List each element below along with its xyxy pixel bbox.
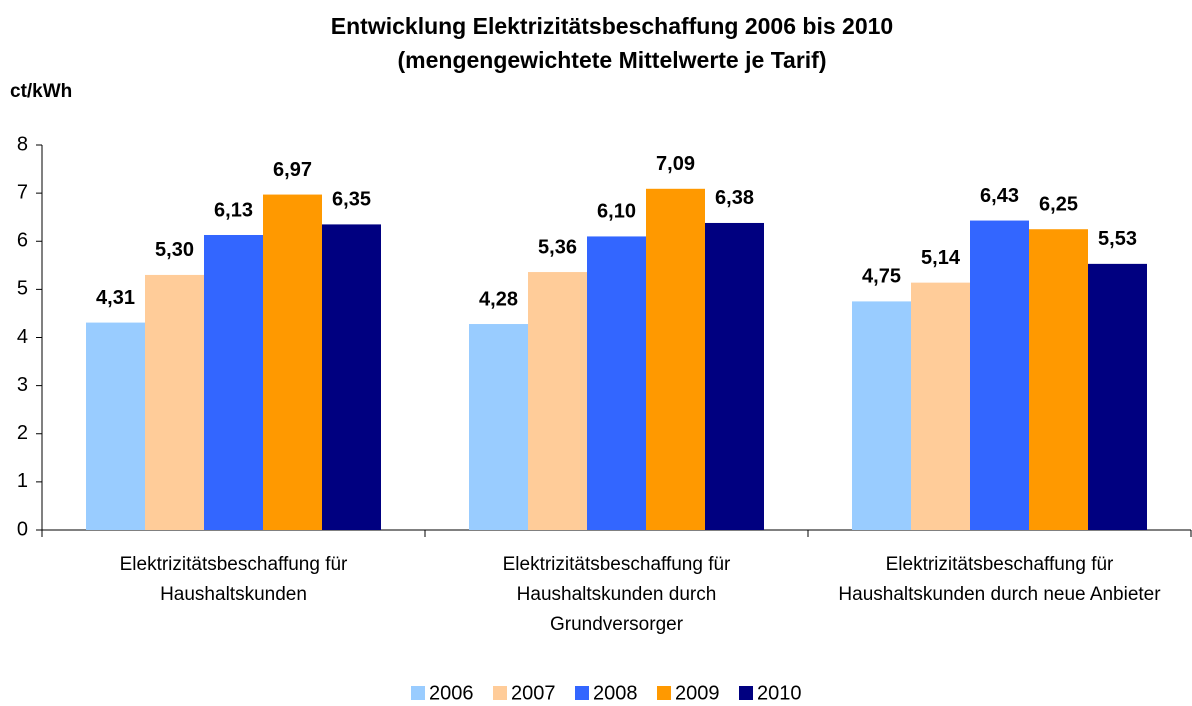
- legend-label: 2008: [593, 682, 638, 704]
- x-tick-label: Elektrizitätsbeschaffung für Haushaltsku…: [502, 554, 731, 635]
- bar: [86, 322, 145, 530]
- bar: [705, 222, 764, 530]
- bar: [1088, 263, 1147, 530]
- bar: [587, 236, 646, 530]
- value-label: 5,14: [921, 247, 961, 269]
- value-label: 6,25: [1039, 194, 1078, 216]
- legend-swatch: [739, 686, 753, 700]
- value-label: 5,30: [155, 239, 194, 261]
- bar: [1029, 229, 1088, 530]
- y-tick-label: 4: [17, 326, 28, 348]
- value-label: 6,35: [332, 189, 371, 211]
- y-tick-label: 0: [17, 518, 28, 540]
- legend-label: 2009: [675, 682, 720, 704]
- chart-subtitle: (mengengewichtete Mittelwerte je Tarif): [398, 47, 827, 73]
- value-label: 6,38: [715, 187, 754, 209]
- value-label: 4,31: [96, 287, 135, 309]
- legend-swatch: [657, 686, 671, 700]
- y-tick-label: 7: [17, 181, 28, 203]
- value-label: 4,75: [862, 266, 901, 288]
- value-label: 4,28: [479, 288, 518, 310]
- y-axis-label: ct/kWh: [10, 81, 72, 102]
- bar: [204, 234, 263, 530]
- y-tick-label: 1: [17, 470, 28, 492]
- y-tick-label: 6: [17, 230, 28, 252]
- x-tick-label: Elektrizitätsbeschaffung für Haushaltsku…: [119, 554, 348, 605]
- legend-swatch: [575, 686, 589, 700]
- bar: [970, 220, 1029, 530]
- legend-label: 2007: [511, 682, 556, 704]
- value-label: 6,97: [273, 159, 312, 181]
- value-label: 6,43: [980, 185, 1019, 207]
- y-tick-label: 8: [17, 133, 28, 155]
- chart-title: Entwicklung Elektrizitätsbeschaffung 200…: [331, 13, 893, 39]
- y-tick-label: 5: [17, 278, 28, 300]
- value-label: 6,10: [597, 201, 636, 223]
- legend-label: 2006: [429, 682, 474, 704]
- value-label: 6,13: [214, 199, 253, 221]
- y-tick-label: 3: [17, 374, 28, 396]
- bar: [263, 194, 322, 530]
- value-label: 5,36: [538, 236, 577, 258]
- bar: [528, 272, 587, 530]
- value-label: 7,09: [656, 153, 695, 175]
- bar: [646, 188, 705, 530]
- bar: [911, 282, 970, 530]
- y-tick-label: 2: [17, 422, 28, 444]
- value-label: 5,53: [1098, 228, 1137, 250]
- bar: [322, 224, 381, 530]
- bar: [469, 324, 528, 530]
- legend-swatch: [411, 686, 425, 700]
- bar: [145, 274, 204, 530]
- legend-label: 2010: [757, 682, 802, 704]
- bar: [852, 301, 911, 530]
- legend-swatch: [493, 686, 507, 700]
- x-tick-label: Elektrizitätsbeschaffung für Haushaltsku…: [838, 554, 1161, 605]
